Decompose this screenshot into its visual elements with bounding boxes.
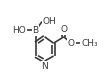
Text: O: O (68, 39, 75, 48)
Text: HO: HO (12, 26, 26, 35)
Text: CH₃: CH₃ (81, 39, 98, 48)
Text: B: B (33, 26, 39, 35)
Text: N: N (41, 62, 48, 71)
Text: O: O (60, 25, 67, 34)
Text: OH: OH (43, 17, 56, 26)
